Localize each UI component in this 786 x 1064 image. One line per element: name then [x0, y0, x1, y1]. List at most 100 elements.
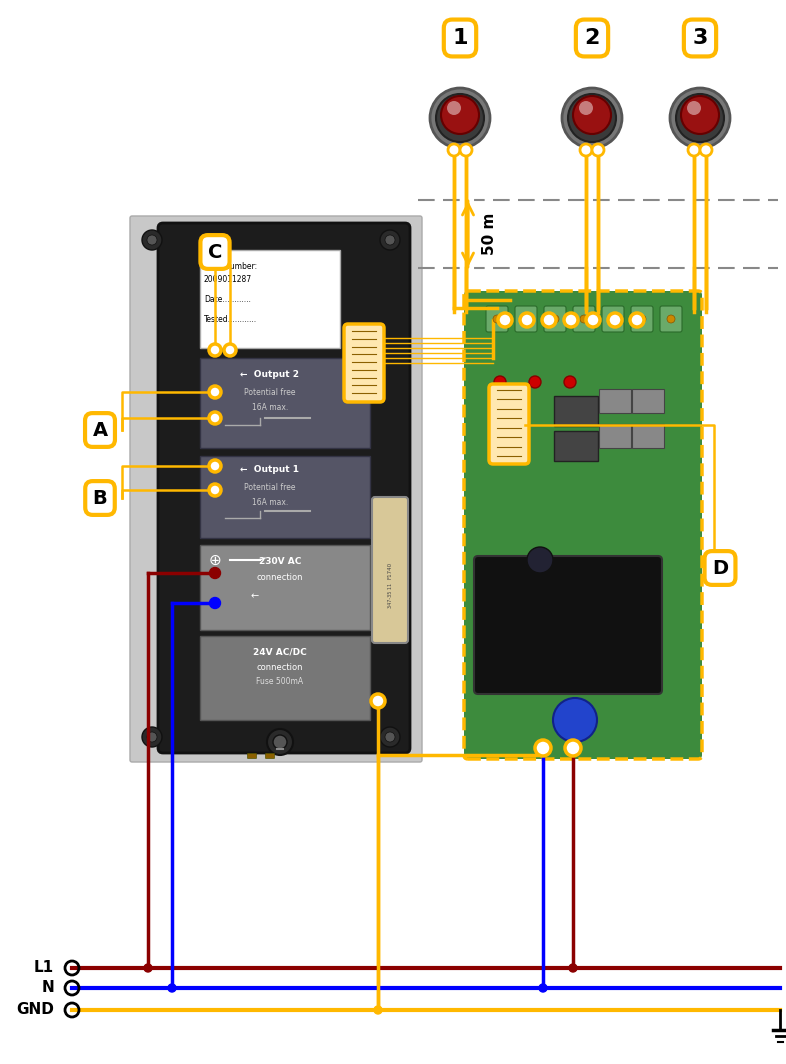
- FancyBboxPatch shape: [489, 384, 529, 464]
- Circle shape: [273, 735, 287, 749]
- Circle shape: [447, 101, 461, 115]
- FancyBboxPatch shape: [602, 306, 624, 332]
- Circle shape: [448, 144, 460, 156]
- Circle shape: [436, 94, 484, 142]
- Text: F1740: F1740: [387, 562, 392, 579]
- FancyBboxPatch shape: [554, 396, 598, 426]
- Circle shape: [700, 144, 712, 156]
- Circle shape: [687, 101, 701, 115]
- FancyBboxPatch shape: [486, 306, 508, 332]
- Circle shape: [609, 315, 617, 323]
- Circle shape: [209, 412, 221, 423]
- FancyBboxPatch shape: [632, 389, 664, 413]
- Circle shape: [667, 315, 675, 323]
- Circle shape: [209, 386, 221, 398]
- Circle shape: [580, 315, 588, 323]
- FancyBboxPatch shape: [344, 325, 384, 402]
- Circle shape: [527, 547, 553, 573]
- Circle shape: [498, 313, 512, 327]
- Circle shape: [520, 313, 534, 327]
- Text: GND: GND: [17, 1002, 54, 1017]
- Circle shape: [564, 376, 576, 388]
- Circle shape: [688, 144, 700, 156]
- Circle shape: [522, 315, 530, 323]
- Circle shape: [638, 315, 646, 323]
- Circle shape: [586, 313, 600, 327]
- Text: 1: 1: [452, 28, 468, 48]
- Circle shape: [168, 984, 176, 992]
- FancyBboxPatch shape: [515, 306, 537, 332]
- Circle shape: [676, 94, 724, 142]
- Text: Serialnumber:: Serialnumber:: [204, 262, 258, 271]
- Circle shape: [380, 230, 400, 250]
- Circle shape: [460, 144, 472, 156]
- Text: B: B: [93, 488, 108, 508]
- Text: Potential free: Potential free: [244, 388, 296, 397]
- FancyBboxPatch shape: [372, 497, 408, 643]
- Text: 2: 2: [584, 28, 600, 48]
- Text: 50 m: 50 m: [482, 213, 497, 255]
- FancyBboxPatch shape: [200, 250, 340, 348]
- FancyBboxPatch shape: [248, 753, 256, 759]
- FancyBboxPatch shape: [599, 423, 631, 448]
- Circle shape: [564, 313, 578, 327]
- Circle shape: [441, 96, 479, 134]
- FancyBboxPatch shape: [554, 431, 598, 461]
- Circle shape: [374, 1005, 382, 1014]
- Circle shape: [209, 484, 221, 496]
- Circle shape: [385, 732, 395, 742]
- Text: ←: ←: [251, 591, 259, 601]
- Circle shape: [562, 88, 622, 148]
- Text: Fuse 500mA: Fuse 500mA: [256, 678, 303, 686]
- Circle shape: [565, 739, 581, 757]
- Text: Potential free: Potential free: [244, 483, 296, 492]
- Circle shape: [568, 94, 616, 142]
- Text: C: C: [208, 243, 222, 262]
- FancyBboxPatch shape: [200, 545, 370, 630]
- Circle shape: [142, 727, 162, 747]
- Circle shape: [580, 144, 592, 156]
- Circle shape: [493, 315, 501, 323]
- Text: ←  Output 1: ← Output 1: [241, 465, 299, 473]
- Circle shape: [147, 732, 157, 742]
- Text: L1: L1: [34, 961, 54, 976]
- FancyBboxPatch shape: [464, 290, 702, 759]
- Circle shape: [592, 144, 604, 156]
- Text: N: N: [41, 981, 54, 996]
- Text: Date............: Date............: [204, 295, 251, 304]
- FancyBboxPatch shape: [631, 306, 653, 332]
- Circle shape: [630, 313, 644, 327]
- Circle shape: [529, 376, 541, 388]
- Circle shape: [539, 984, 547, 992]
- FancyBboxPatch shape: [200, 456, 370, 538]
- FancyBboxPatch shape: [130, 216, 422, 762]
- Circle shape: [494, 376, 506, 388]
- Text: 230V AC: 230V AC: [259, 558, 301, 566]
- Circle shape: [551, 315, 559, 323]
- Text: ←  Output 2: ← Output 2: [241, 370, 299, 379]
- Circle shape: [144, 964, 152, 972]
- Circle shape: [267, 729, 293, 755]
- FancyBboxPatch shape: [632, 423, 664, 448]
- Text: 2009011287: 2009011287: [204, 275, 252, 284]
- Text: 16A max.: 16A max.: [252, 498, 288, 508]
- Circle shape: [224, 344, 236, 356]
- Text: connection: connection: [257, 663, 303, 671]
- Circle shape: [209, 344, 221, 356]
- Circle shape: [569, 964, 577, 972]
- Circle shape: [553, 698, 597, 742]
- FancyBboxPatch shape: [573, 306, 595, 332]
- FancyBboxPatch shape: [660, 306, 682, 332]
- FancyBboxPatch shape: [474, 556, 662, 694]
- Circle shape: [371, 694, 385, 708]
- FancyBboxPatch shape: [266, 753, 274, 759]
- FancyBboxPatch shape: [158, 223, 410, 753]
- Circle shape: [535, 739, 551, 757]
- Text: 24V AC/DC: 24V AC/DC: [253, 648, 307, 656]
- Circle shape: [147, 235, 157, 245]
- Circle shape: [579, 101, 593, 115]
- FancyBboxPatch shape: [200, 358, 370, 448]
- Text: connection: connection: [257, 572, 303, 582]
- Text: 16A max.: 16A max.: [252, 403, 288, 412]
- FancyBboxPatch shape: [599, 389, 631, 413]
